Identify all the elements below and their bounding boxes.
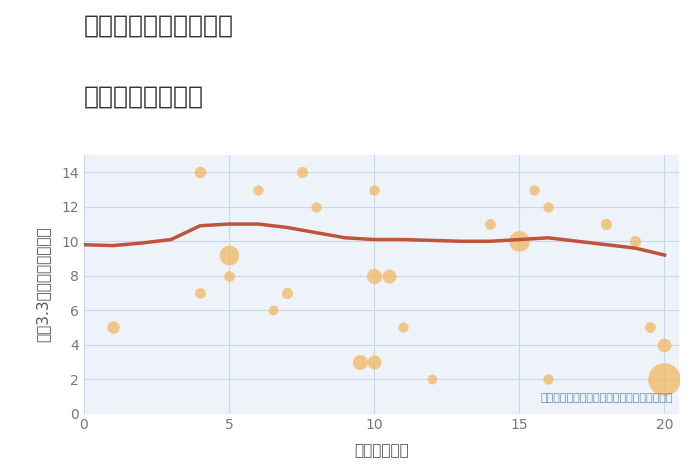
Y-axis label: 坪（3.3㎡）単価（万円）: 坪（3.3㎡）単価（万円） — [36, 227, 50, 342]
Point — [484, 220, 496, 228]
Point — [267, 306, 279, 314]
Point — [514, 237, 525, 245]
Point — [528, 186, 540, 193]
Point — [369, 358, 380, 366]
Point — [542, 203, 554, 211]
Point — [107, 324, 118, 331]
Point — [195, 169, 206, 176]
Text: 岐阜県関市四季ノ台の: 岐阜県関市四季ノ台の — [84, 14, 234, 38]
Point — [296, 169, 307, 176]
Point — [369, 272, 380, 280]
Point — [601, 220, 612, 228]
Text: 円の大きさは、取引のあった物件面積を示す: 円の大きさは、取引のあった物件面積を示す — [540, 393, 673, 403]
Point — [195, 289, 206, 297]
Point — [383, 272, 394, 280]
Point — [398, 324, 409, 331]
Point — [311, 203, 322, 211]
X-axis label: 駅距離（分）: 駅距離（分） — [354, 444, 409, 459]
Text: 駅距離別土地価格: 駅距離別土地価格 — [84, 85, 204, 109]
Point — [354, 358, 365, 366]
Point — [645, 324, 656, 331]
Point — [281, 289, 293, 297]
Point — [659, 376, 670, 383]
Point — [369, 186, 380, 193]
Point — [223, 272, 235, 280]
Point — [659, 341, 670, 348]
Point — [223, 251, 235, 259]
Point — [253, 186, 264, 193]
Point — [542, 376, 554, 383]
Point — [630, 237, 641, 245]
Point — [427, 376, 438, 383]
